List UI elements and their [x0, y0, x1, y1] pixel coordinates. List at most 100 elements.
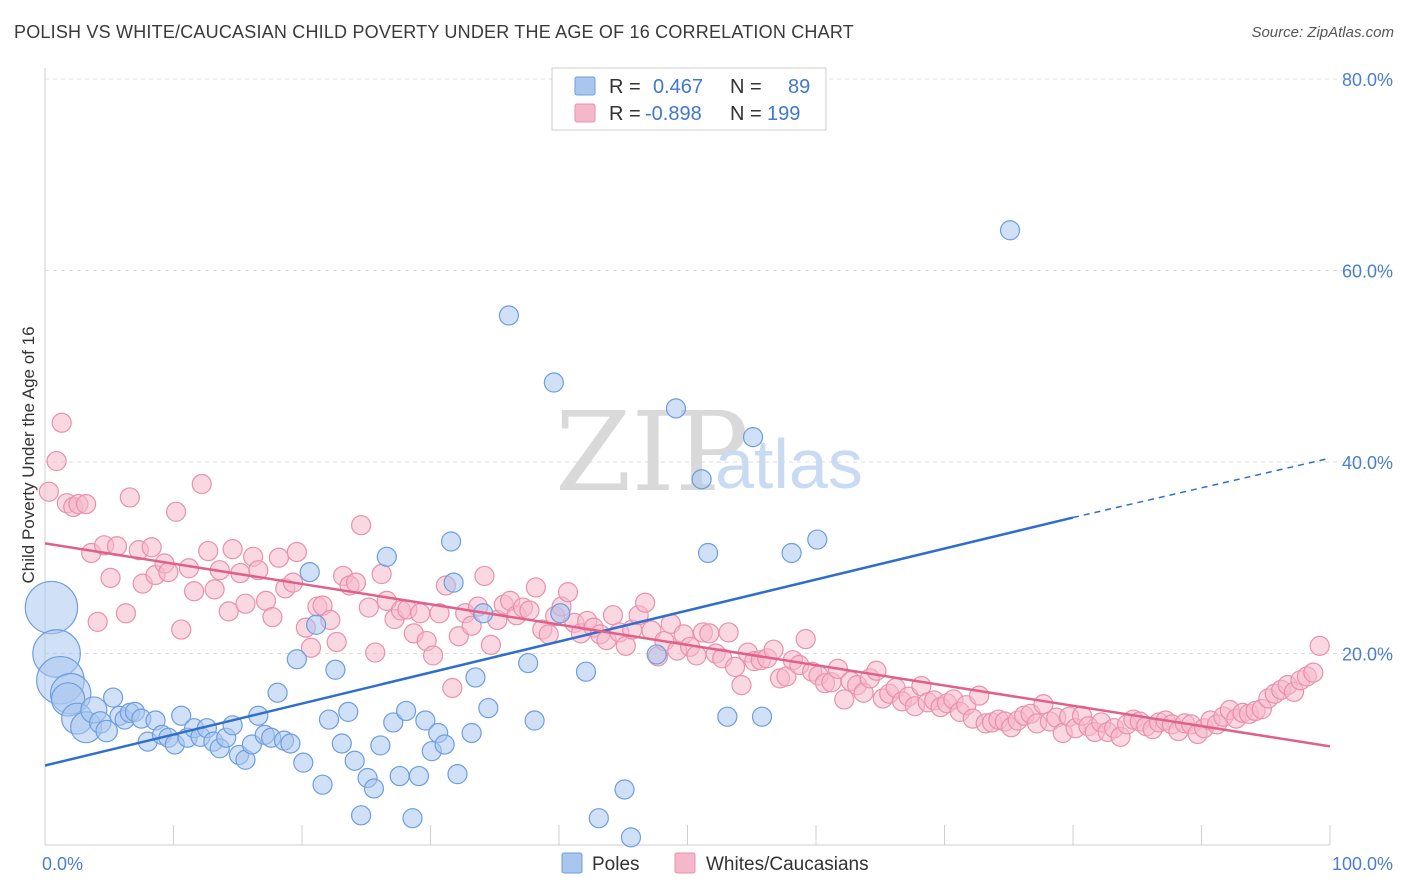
- poles-point: [697, 542, 719, 564]
- poles-point: [807, 529, 828, 550]
- legend-poles-r-value: 0.467: [653, 76, 703, 98]
- whites-point: [248, 560, 269, 581]
- y-axis-label: Child Poverty Under the Age of 16: [19, 326, 38, 583]
- whites-point: [699, 623, 720, 644]
- legend-whites-r-value: -0.898: [645, 103, 702, 125]
- whites-point: [87, 611, 108, 633]
- poles-point: [331, 733, 352, 754]
- chart-title: POLISH VS WHITE/CAUCASIAN CHILD POVERTY …: [14, 22, 854, 42]
- y-tick-label-3: 80.0%: [1342, 70, 1393, 90]
- poles-point: [293, 752, 314, 773]
- poles-point: [415, 710, 436, 731]
- whites-point: [365, 642, 386, 663]
- poles-trendline-extension: [1072, 457, 1331, 519]
- y-tick-label-1: 40.0%: [1342, 453, 1393, 473]
- x-tick-labels: 0.0% 100.0%: [42, 854, 1393, 874]
- whites-point: [38, 481, 59, 502]
- whites-point: [158, 562, 179, 583]
- legend-poles-n-label: N =: [730, 76, 762, 98]
- legend-whites-n-label: N =: [730, 103, 762, 125]
- poles-point: [24, 580, 79, 635]
- whites-point: [602, 605, 624, 626]
- whites-point: [218, 601, 239, 622]
- whites-point: [326, 631, 347, 653]
- whites-point: [1303, 662, 1324, 683]
- legend-whites-swatch: [574, 103, 596, 123]
- bottom-legend-whites-label: Whites/Caucasians: [706, 854, 869, 875]
- poles-point: [389, 765, 410, 787]
- legend-poles-r-label: R =: [609, 76, 641, 98]
- whites-point: [115, 603, 137, 624]
- poles-point: [267, 682, 288, 703]
- whites-point: [686, 645, 707, 666]
- whites-point: [183, 581, 205, 602]
- poles-point: [306, 614, 327, 635]
- poles-point: [543, 372, 564, 393]
- poles-point: [103, 687, 124, 708]
- x-tick-label-1: 100.0%: [1332, 854, 1393, 874]
- whites-point: [198, 540, 219, 562]
- whites-point: [300, 637, 322, 658]
- whites-point: [422, 645, 444, 666]
- poles-trendline: [44, 516, 1074, 767]
- whites-point: [557, 582, 579, 603]
- whites-point: [834, 689, 855, 710]
- poles-point: [620, 827, 642, 848]
- poles-point: [646, 644, 667, 665]
- poles-point: [588, 808, 609, 829]
- legend-box: [551, 67, 827, 131]
- whites-point: [461, 615, 482, 636]
- watermark-atlas: atlas: [715, 425, 863, 503]
- whites-point: [731, 674, 752, 696]
- poles-point: [171, 705, 192, 726]
- poles-point: [614, 779, 635, 800]
- legend-whites-r-label: R =: [609, 103, 641, 125]
- poles-point: [318, 709, 340, 730]
- y-tick-labels: 20.0% 40.0% 60.0% 80.0%: [1342, 70, 1393, 665]
- legend-whites-n-value: 199: [767, 103, 800, 125]
- whites-point: [51, 412, 72, 433]
- whites-point: [718, 622, 739, 643]
- poles-point: [443, 572, 464, 593]
- poles-point: [408, 765, 430, 787]
- poles-point: [781, 542, 802, 564]
- poles-point: [383, 712, 404, 733]
- whites-point: [46, 450, 67, 472]
- source-label: Source: ZipAtlas.com: [1251, 24, 1394, 41]
- whites-point: [480, 634, 501, 655]
- poles-point: [742, 427, 764, 448]
- bottom-legend-whites-swatch: [674, 852, 696, 874]
- bottom-legend: Poles Whites/Caucasians: [561, 852, 869, 875]
- poles-point: [575, 661, 597, 682]
- y-tick-label-2: 60.0%: [1342, 262, 1393, 282]
- poles-point: [478, 697, 499, 719]
- legend-poles-n-value: 89: [788, 76, 810, 98]
- poles-point: [465, 667, 486, 688]
- poles-point: [376, 546, 397, 567]
- poles-point: [395, 700, 417, 722]
- poles-point: [280, 733, 301, 754]
- whites-point: [519, 600, 540, 621]
- whites-point: [100, 567, 121, 588]
- poles-point: [440, 531, 462, 552]
- bottom-legend-poles-label: Poles: [592, 854, 640, 875]
- whites-point: [165, 501, 187, 522]
- whites-point: [191, 473, 212, 495]
- whites-point: [268, 547, 289, 568]
- poles-point: [550, 603, 571, 624]
- poles-point: [351, 805, 372, 826]
- whites-point: [76, 494, 97, 515]
- whites-point: [204, 579, 225, 600]
- watermark-zip: ZIP: [555, 388, 749, 516]
- legend: R = 0.467 N = 89 R = -0.898 N = 199: [551, 67, 827, 131]
- x-tick-label-0: 0.0%: [42, 854, 83, 874]
- poles-point: [447, 764, 468, 785]
- whites-point: [724, 656, 746, 678]
- whites-point: [235, 593, 256, 614]
- poles-point: [461, 722, 482, 744]
- poles-point: [325, 659, 346, 680]
- whites-point: [538, 624, 559, 645]
- poles-point: [363, 778, 385, 799]
- poles-point: [344, 750, 365, 771]
